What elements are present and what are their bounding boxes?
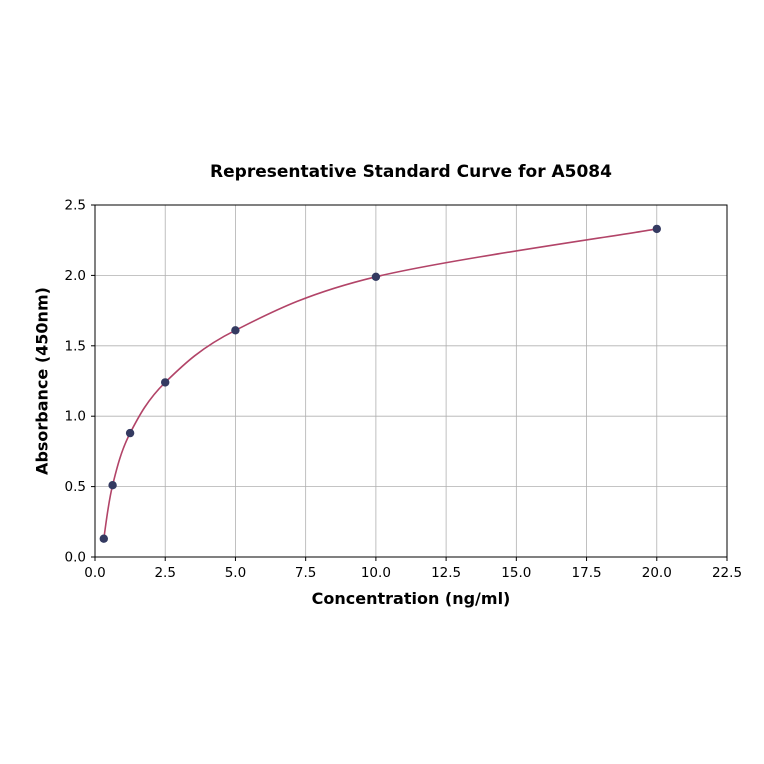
data-point (108, 481, 117, 490)
x-tick-label: 10.0 (361, 565, 391, 581)
y-tick-label: 0.5 (65, 479, 86, 495)
fit-curve (103, 228, 657, 539)
x-tick-label: 2.5 (154, 565, 175, 581)
data-point (371, 272, 381, 281)
data-point (99, 534, 109, 543)
x-axis-label: Concentration (ng/ml) (311, 589, 511, 608)
y-tick-label: 1.5 (65, 338, 86, 354)
y-tick-label: 0.0 (65, 550, 86, 566)
data-point (125, 428, 135, 438)
data-point (231, 326, 240, 335)
x-tick-label: 5.0 (225, 565, 246, 581)
x-tick-label: 0.0 (84, 565, 105, 581)
x-tick-label: 12.5 (431, 565, 461, 581)
grid (94, 204, 728, 558)
y-tick-label: 2.5 (65, 198, 86, 214)
y-tick-label: 2.0 (65, 268, 86, 284)
chart-title: Representative Standard Curve for A5084 (210, 162, 612, 182)
y-tick-label: 1.0 (65, 409, 86, 425)
x-axis-ticks: 0.0 2.5 5.0 7.5 10.0 12.5 15.0 17.5 20.0 22.5 (84, 557, 742, 581)
data-points (99, 224, 661, 543)
x-tick-label: 17.5 (572, 565, 602, 581)
data-point (652, 224, 661, 234)
x-tick-label: 15.0 (501, 565, 531, 581)
y-axis-ticks: 0.0 0.5 1.0 1.5 2.0 2.5 (65, 198, 95, 566)
plot-border (94, 204, 728, 558)
data-point (161, 378, 170, 387)
x-tick-label: 22.5 (712, 565, 742, 581)
x-tick-label: 7.5 (295, 565, 316, 581)
x-tick-label: 20.0 (642, 565, 672, 581)
